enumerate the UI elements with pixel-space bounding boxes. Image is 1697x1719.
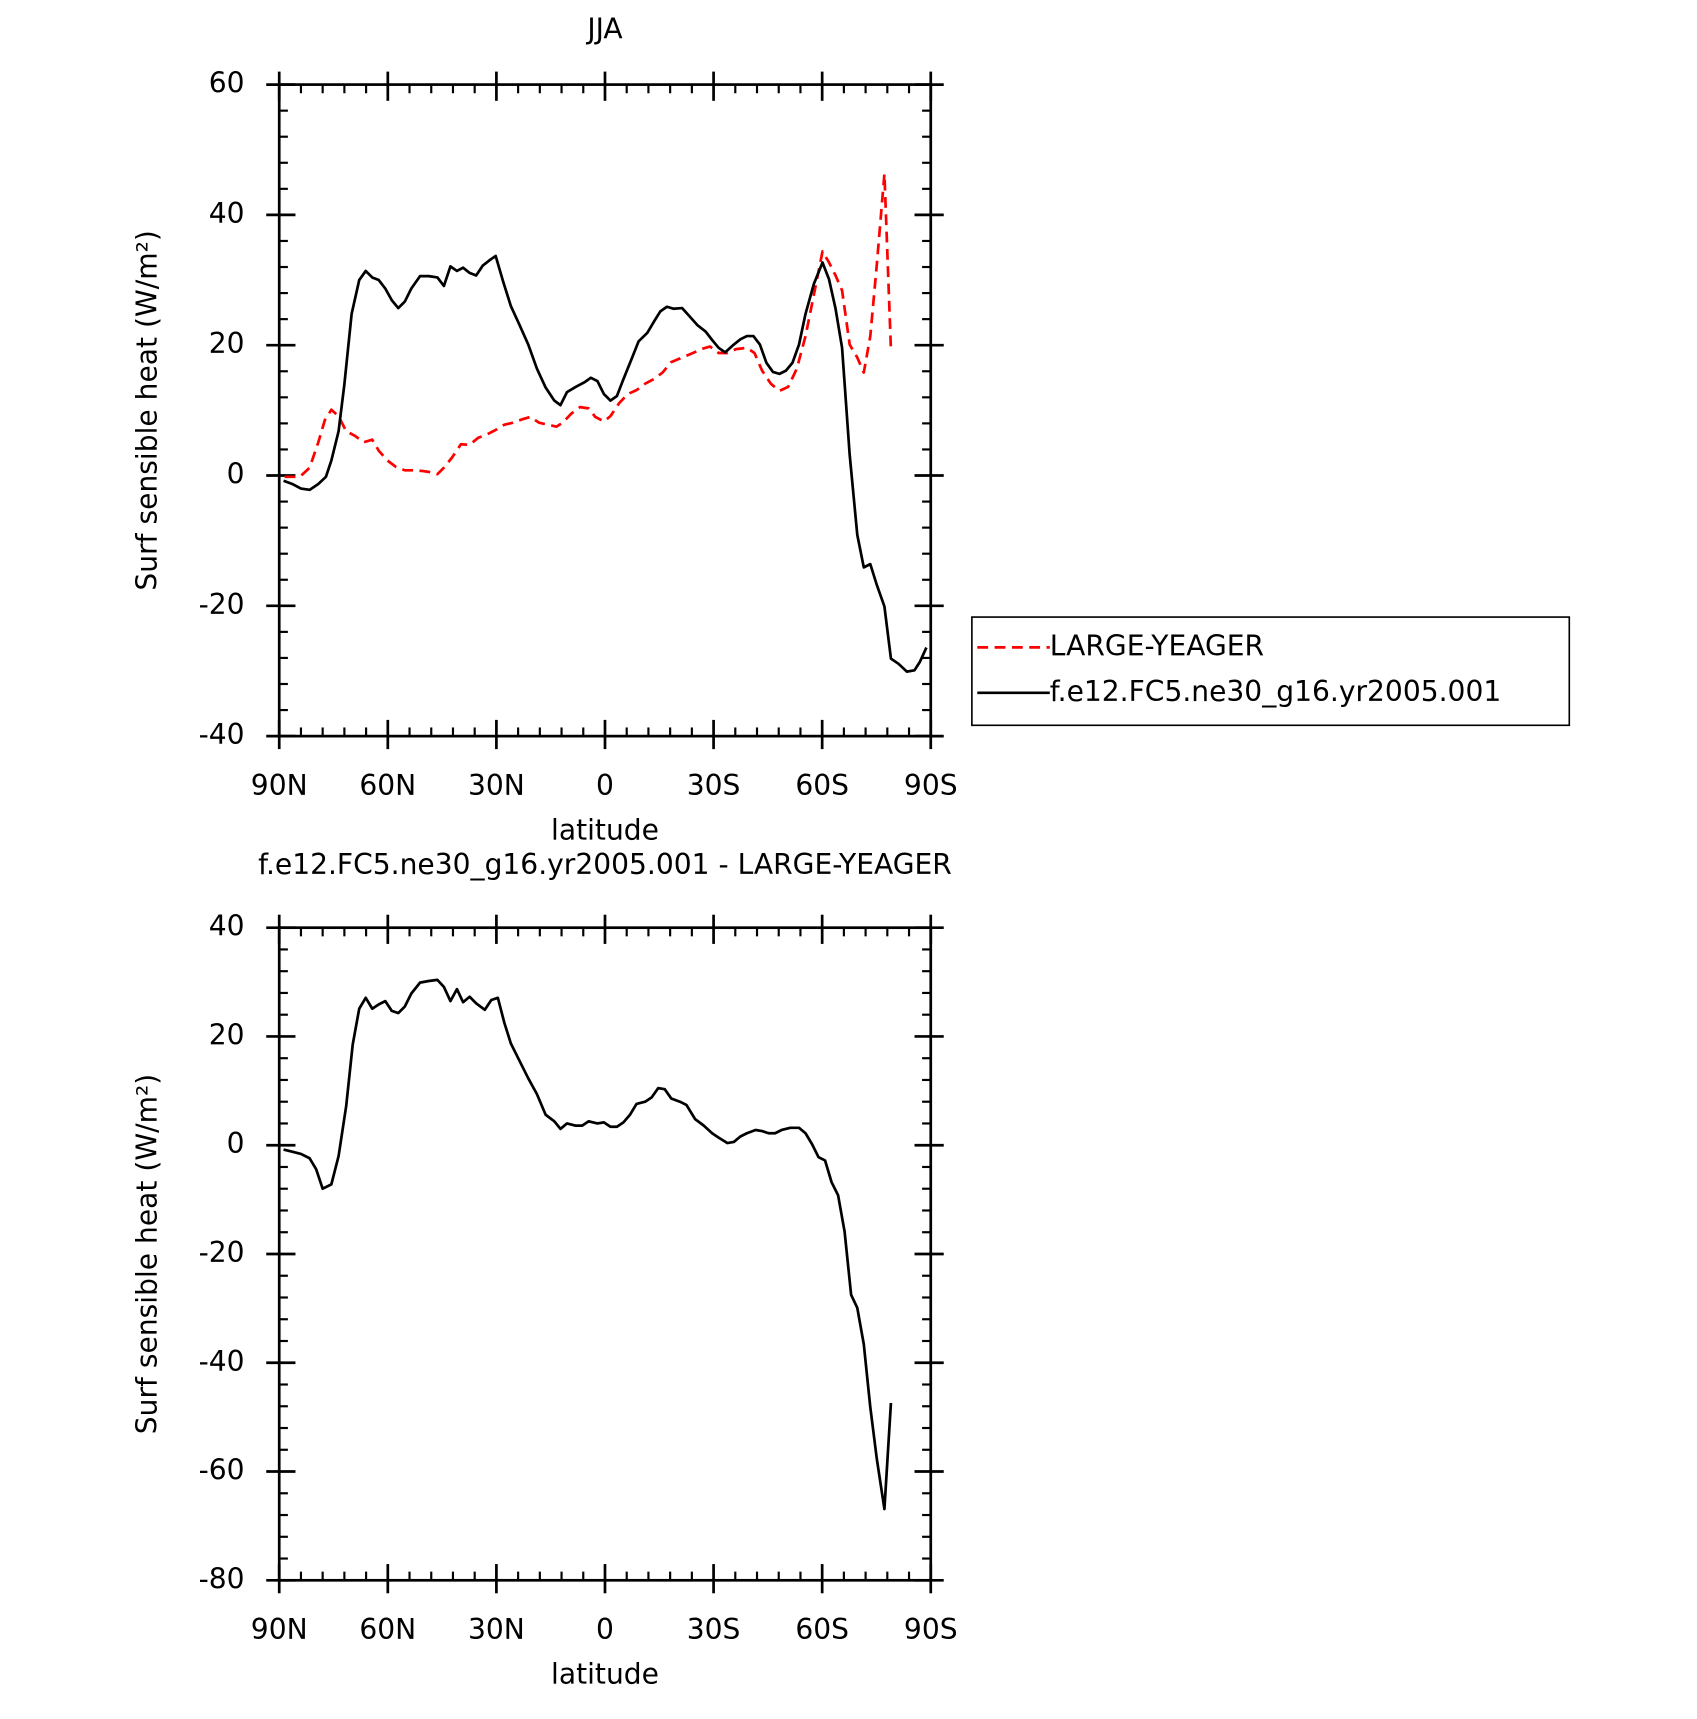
- y-tick-label: -80: [199, 1562, 245, 1595]
- legend-label: LARGE-YEAGER: [1050, 629, 1264, 662]
- x-axis-label: latitude: [551, 1658, 659, 1691]
- chart-title: f.e12.FC5.ne30_g16.yr2005.001 - LARGE-YE…: [258, 848, 952, 881]
- x-tick-label: 90S: [904, 769, 958, 802]
- x-tick-label: 30S: [687, 1613, 741, 1646]
- y-tick-label: -40: [199, 1345, 245, 1378]
- x-tick-label: 90N: [251, 1613, 308, 1646]
- x-tick-label: 90S: [904, 1613, 958, 1646]
- y-axis-label: Surf sensible heat (W/m²): [130, 1074, 163, 1434]
- y-tick-label: 0: [227, 1127, 245, 1160]
- y-tick-label: -20: [199, 1236, 245, 1269]
- data-line: [283, 254, 928, 673]
- y-tick-label: 0: [227, 458, 245, 491]
- data-line: [284, 172, 893, 479]
- x-tick-label: 60S: [795, 769, 849, 802]
- data-line: [283, 978, 893, 1511]
- legend-label: f.e12.FC5.ne30_g16.yr2005.001: [1050, 675, 1501, 708]
- x-tick-label: 60N: [359, 769, 416, 802]
- legend-box: [971, 616, 1571, 727]
- x-tick-label: 0: [596, 1613, 614, 1646]
- y-tick-label: -20: [199, 588, 245, 621]
- x-axis-label: latitude: [551, 813, 659, 846]
- x-tick-label: 30N: [468, 769, 525, 802]
- chart-title: JJA: [585, 12, 622, 45]
- y-tick-label: 60: [209, 67, 245, 100]
- plot-frame: [277, 926, 933, 1582]
- y-tick-label: -40: [199, 718, 245, 751]
- y-axis-label: Surf sensible heat (W/m²): [130, 230, 163, 590]
- x-tick-label: 60S: [795, 1613, 849, 1646]
- x-tick-label: 30N: [468, 1613, 525, 1646]
- y-tick-label: 20: [209, 327, 245, 360]
- plot-frame: [277, 83, 933, 738]
- x-tick-label: 0: [596, 769, 614, 802]
- x-tick-label: 60N: [359, 1613, 416, 1646]
- x-tick-label: 30S: [687, 769, 741, 802]
- x-tick-label: 90N: [251, 769, 308, 802]
- y-tick-label: 20: [209, 1018, 245, 1051]
- y-tick-label: 40: [209, 910, 245, 943]
- y-tick-label: -60: [199, 1454, 245, 1487]
- y-tick-label: 40: [209, 197, 245, 230]
